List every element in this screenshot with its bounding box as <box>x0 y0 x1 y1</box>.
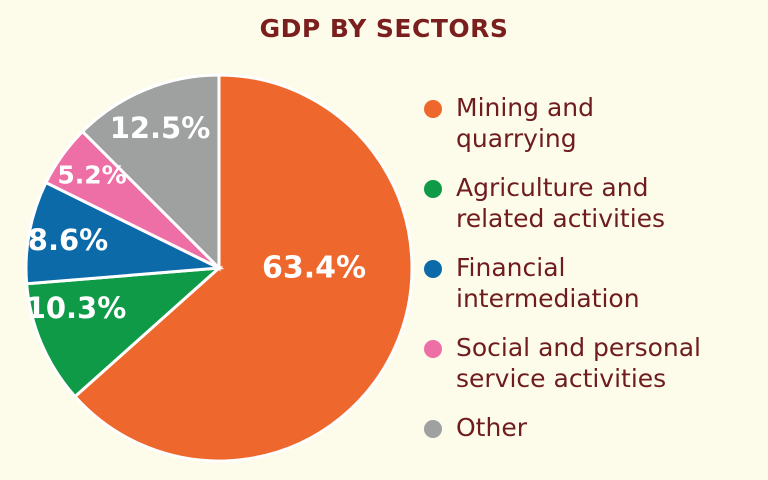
data-label: 12.5% <box>110 111 211 145</box>
legend-swatch <box>424 420 442 438</box>
legend-item: Other <box>424 412 756 443</box>
legend-label: Other <box>456 413 527 442</box>
data-label: 5.2% <box>57 161 126 190</box>
legend-swatch <box>424 260 442 278</box>
pie-slice-1 <box>72 73 414 463</box>
legend-label: Mining and quarrying <box>456 93 595 153</box>
data-label: 10.3% <box>26 291 127 325</box>
pie-slice-5 <box>80 73 221 272</box>
legend: Mining and quarrying Agriculture and rela… <box>424 92 756 461</box>
legend-item: Social and personal service activities <box>424 332 756 394</box>
legend-swatch <box>424 180 442 198</box>
legend-swatch <box>424 340 442 358</box>
pie-slice-3 <box>24 180 225 286</box>
data-label: 63.4% <box>262 251 366 286</box>
chart-title: GDP BY SECTORS <box>259 14 509 43</box>
legend-label: Agriculture and related activities <box>456 173 666 233</box>
legend-item: Financial intermediation <box>424 252 756 314</box>
legend-label: Social and personal service activities <box>456 333 702 393</box>
legend-item: Mining and quarrying <box>424 92 756 154</box>
legend-swatch <box>424 100 442 118</box>
legend-label: Financial intermediation <box>456 253 640 313</box>
data-label: 8.6% <box>28 223 108 257</box>
pie-slice-2 <box>25 266 224 399</box>
legend-item: Agriculture and related activities <box>424 172 756 234</box>
